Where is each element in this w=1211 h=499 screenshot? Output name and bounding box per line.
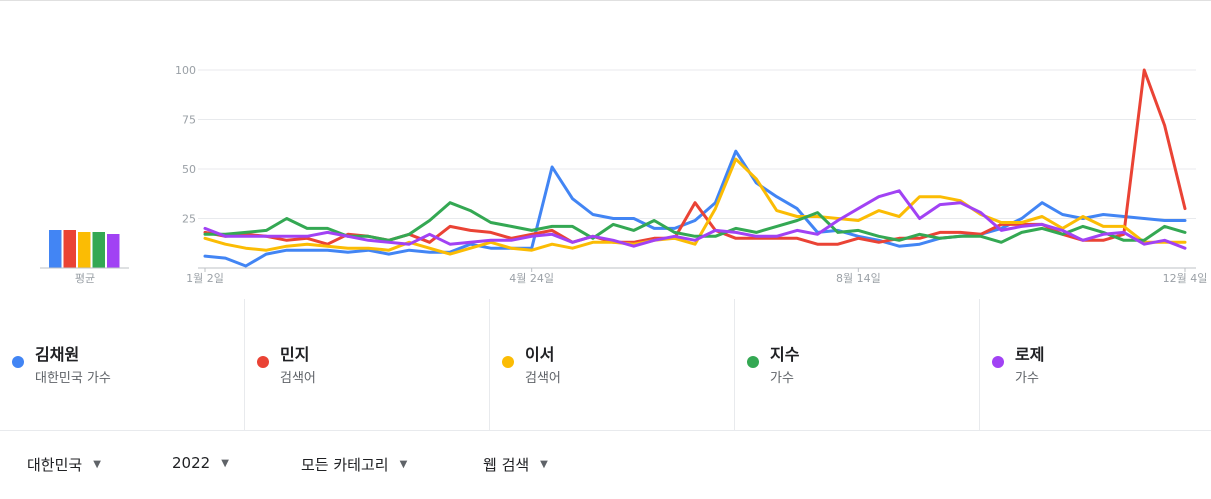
caret-down-icon: ▼ [540, 459, 548, 470]
series-line[interactable] [203, 149, 1187, 268]
year-value: 2022 [172, 454, 211, 472]
x-tick-label: 4월 24일 [509, 271, 554, 285]
average-bar [49, 230, 62, 268]
legend-term: 지수 [770, 345, 800, 364]
x-axis-ticks: 1월 2일 4월 24일 8월 14일 12월 4일 [186, 268, 1207, 285]
average-label: 평균 [75, 272, 95, 285]
top-divider [0, 0, 1211, 1]
year-dropdown[interactable]: 2022 ▼ [172, 454, 229, 472]
legend-term: 김채원 [35, 345, 80, 364]
legend-term-type: 가수 [1015, 371, 1039, 386]
average-bar [92, 232, 105, 268]
region-dropdown[interactable]: 대한민국 ▼ [27, 454, 101, 475]
legend-item-kim-chaewon[interactable]: 김채원 대한민국 가수 [0, 299, 245, 430]
search-type-dropdown[interactable]: 웹 검색 ▼ [483, 454, 548, 475]
series-dot-icon [257, 356, 269, 368]
search-type-value: 웹 검색 [483, 456, 530, 474]
average-bar [63, 230, 76, 268]
y-axis-ticks: 100 75 50 25 [175, 64, 196, 226]
legend-item-iseo[interactable]: 이서 검색어 [490, 299, 735, 430]
x-tick-label: 8월 14일 [836, 271, 881, 285]
average-bar [107, 234, 120, 268]
legend-row: 김채원 대한민국 가수 민지 검색어 이서 검색어 지수 가수 로제 가수 [0, 299, 1211, 431]
series-line[interactable] [203, 201, 1187, 244]
filter-bar: 대한민국 ▼ 2022 ▼ 모든 카테고리 ▼ 웹 검색 ▼ [0, 440, 1211, 490]
series-line[interactable] [203, 157, 1187, 256]
y-tick-label: 25 [182, 213, 196, 226]
series-line[interactable] [203, 189, 1187, 250]
series-dot-icon [502, 356, 514, 368]
legend-term: 이서 [525, 345, 555, 364]
legend-term-type: 검색어 [280, 371, 316, 386]
average-bar [78, 232, 91, 268]
y-tick-label: 75 [182, 114, 196, 127]
x-tick-label: 12월 4일 [1163, 271, 1208, 285]
average-bars: 평균 [40, 230, 129, 285]
caret-down-icon: ▼ [399, 459, 408, 470]
legend-term: 로제 [1015, 345, 1045, 364]
trend-chart: 평균 100 75 50 25 1월 2일 4월 24일 8월 14일 12월 4일 [40, 64, 1207, 285]
legend-item-rose[interactable]: 로제 가수 [980, 299, 1211, 430]
chart-series[interactable] [203, 68, 1187, 268]
series-dot-icon [12, 356, 24, 368]
legend-term: 민지 [280, 345, 310, 364]
legend-item-minji[interactable]: 민지 검색어 [245, 299, 490, 430]
region-value: 대한민국 [27, 456, 83, 474]
x-tick-label: 1월 2일 [186, 271, 224, 285]
y-tick-label: 50 [182, 163, 196, 176]
legend-item-jisoo[interactable]: 지수 가수 [735, 299, 980, 430]
caret-down-icon: ▼ [93, 459, 101, 470]
y-tick-label: 100 [175, 64, 196, 77]
legend-term-type: 가수 [770, 371, 794, 386]
series-dot-icon [747, 356, 759, 368]
legend-term-type: 검색어 [525, 371, 561, 386]
legend-term-type: 대한민국 가수 [35, 371, 111, 386]
category-dropdown[interactable]: 모든 카테고리 ▼ [301, 454, 407, 475]
category-value: 모든 카테고리 [301, 456, 389, 474]
chart-gridlines [198, 69, 1196, 269]
caret-down-icon: ▼ [221, 457, 229, 469]
series-dot-icon [992, 356, 1004, 368]
